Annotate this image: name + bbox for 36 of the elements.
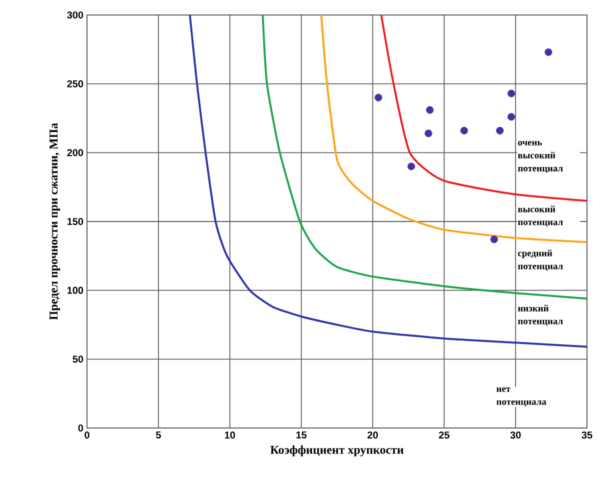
x-tick-label: 35: [582, 432, 592, 439]
x-tick-label: 25: [438, 432, 450, 439]
y-tick-label: 200: [67, 149, 84, 156]
x-tick-label: 15: [296, 432, 307, 438]
x-tick-label: 0: [84, 432, 90, 439]
point: [426, 106, 434, 114]
y-tick-label: 0: [78, 424, 84, 432]
x-tick-label: 5: [156, 432, 161, 438]
annotation: нет потенциала: [496, 387, 546, 406]
annotation: очень высокий потенциал: [518, 140, 563, 173]
x-tick-label: 20: [368, 432, 378, 439]
x-axis-title: Коэффициент хрупкости: [270, 445, 404, 456]
x-tick-label: 10: [224, 432, 235, 439]
x-tick-label: 30: [510, 432, 521, 439]
y-tick-label: 250: [67, 80, 84, 88]
y-tick-label: 100: [67, 286, 84, 294]
point: [496, 126, 504, 134]
point: [408, 162, 416, 170]
y-tick-label: 150: [67, 218, 84, 226]
y-tick-label: 300: [67, 11, 84, 19]
line-series: [320, 14, 588, 244]
annotation: высокий потенциал: [518, 206, 563, 227]
annotation: средний потенциал: [518, 250, 563, 271]
point: [508, 113, 516, 121]
y-tick-label: 50: [72, 356, 84, 363]
line-series: [188, 14, 588, 348]
point: [460, 126, 468, 134]
line-series: [380, 14, 588, 202]
point: [508, 90, 516, 98]
annotation: низкий потенциал: [518, 304, 563, 326]
point: [490, 236, 498, 244]
point: [544, 48, 552, 56]
point: [424, 130, 432, 138]
point: [374, 94, 382, 102]
y-axis-title: Предел прочности при сжатии, МПа: [50, 123, 60, 320]
line-series: [262, 14, 588, 300]
